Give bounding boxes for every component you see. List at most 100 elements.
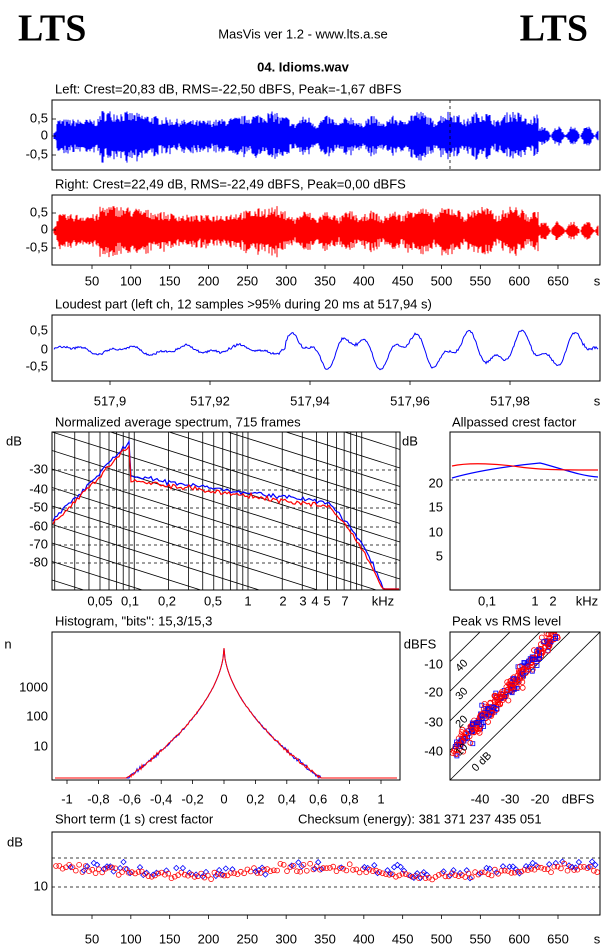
plot-frame: [51, 314, 601, 382]
point: [318, 865, 325, 873]
point: [545, 632, 552, 638]
point: [493, 707, 500, 713]
point: [559, 858, 566, 865]
point: [465, 870, 472, 877]
point: [234, 871, 241, 877]
x-tick-label: 50: [85, 273, 99, 288]
point: [280, 861, 287, 868]
x-tick-label: 1: [244, 593, 251, 608]
x-tick-label: 517,94: [290, 393, 330, 408]
point: [426, 874, 432, 881]
file-name: 04. Idioms.wav: [257, 59, 350, 74]
grid-line: [226, 432, 400, 487]
grid-line: [52, 487, 378, 590]
grid: [52, 432, 400, 590]
point: [84, 863, 91, 870]
point: [519, 679, 526, 685]
point: [479, 716, 485, 722]
y-tick-label: 0: [41, 127, 48, 142]
point: [274, 867, 280, 874]
x-unit: dBFS: [562, 791, 595, 806]
point: [129, 869, 135, 875]
point: [552, 859, 559, 867]
point: [594, 869, 600, 875]
label: Right: Crest=22,49 dB, RMS=-22,49 dBFS, …: [55, 176, 406, 191]
point: [546, 861, 553, 868]
point: [313, 863, 320, 870]
point: [531, 656, 537, 662]
point: [100, 865, 107, 873]
point: [406, 872, 412, 879]
histogram-curve: [55, 647, 397, 779]
point: [574, 866, 581, 873]
point: [369, 868, 376, 874]
point: [343, 867, 350, 874]
grid-line: [284, 432, 400, 469]
x-tick-label: 0,2: [158, 593, 176, 608]
point: [512, 677, 519, 684]
grid-line: [109, 432, 400, 524]
grid-line: [52, 450, 400, 561]
point: [163, 867, 170, 874]
x-tick-label: 450: [392, 273, 414, 288]
point: [447, 872, 454, 879]
x-tick-label: 4: [311, 593, 318, 608]
x-tick-label: 0,2: [246, 791, 264, 806]
loudest-wave: [53, 329, 599, 371]
point: [410, 874, 418, 881]
point: [298, 863, 305, 870]
y-tick-label: 0,5: [30, 110, 48, 125]
point: [472, 869, 478, 875]
point: [546, 635, 553, 642]
point: [261, 866, 267, 873]
point: [374, 869, 381, 877]
point: [340, 865, 346, 872]
point: [476, 870, 484, 877]
point: [509, 863, 517, 870]
x-tick-label: 1: [377, 791, 384, 806]
point: [172, 873, 178, 880]
point: [513, 866, 520, 873]
point: [267, 868, 274, 874]
point: [553, 636, 558, 641]
y-tick-label: -0,5: [26, 146, 48, 161]
grid-line: [52, 561, 144, 590]
point: [173, 864, 180, 872]
point: [109, 864, 115, 871]
point: [255, 867, 262, 874]
x-tick-label: -0,2: [181, 791, 203, 806]
point: [471, 729, 478, 736]
point: [461, 735, 468, 741]
point: [295, 859, 302, 866]
x-tick-label: -1: [61, 791, 73, 806]
point: [379, 870, 386, 877]
point: [529, 668, 535, 674]
point: [414, 870, 421, 877]
point: [535, 648, 541, 655]
y-tick-label: -0,5: [26, 239, 48, 254]
point: [356, 869, 363, 876]
point: [323, 865, 330, 871]
point: [393, 873, 399, 880]
y-tick-label: -40: [29, 481, 48, 496]
y-tick-label: -30: [424, 714, 443, 729]
point: [373, 867, 379, 874]
point: [76, 861, 82, 868]
point: [440, 868, 447, 875]
waveform: [53, 111, 599, 163]
y-unit: n: [4, 636, 11, 651]
x-tick-label: 0: [220, 791, 227, 806]
grid-line: [52, 468, 400, 580]
x-tick-label: -0,4: [150, 791, 172, 806]
y-tick-label: 10: [34, 878, 48, 893]
point: [564, 867, 571, 874]
point: [126, 869, 134, 877]
y-tick-label: 0: [41, 341, 48, 356]
point: [505, 697, 512, 704]
point: [514, 684, 521, 691]
point: [538, 634, 545, 641]
point: [468, 874, 475, 880]
y-tick-label: 10: [34, 738, 48, 753]
point: [529, 859, 536, 867]
app-title: MasVis ver 1.2 - www.lts.a.se: [218, 26, 388, 41]
